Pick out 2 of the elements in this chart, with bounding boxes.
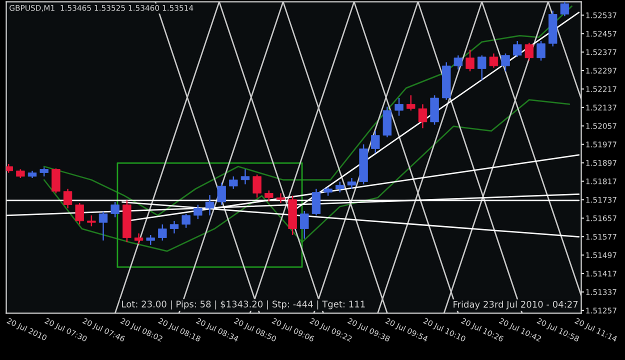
annotation: Friday 23rd Jul 2010 - 04:27 (454, 300, 578, 310)
annotation: Lot: 23.00 | Pips: 58 | $1343.20 | Stp: -444 | Tget: 111 (122, 300, 365, 310)
